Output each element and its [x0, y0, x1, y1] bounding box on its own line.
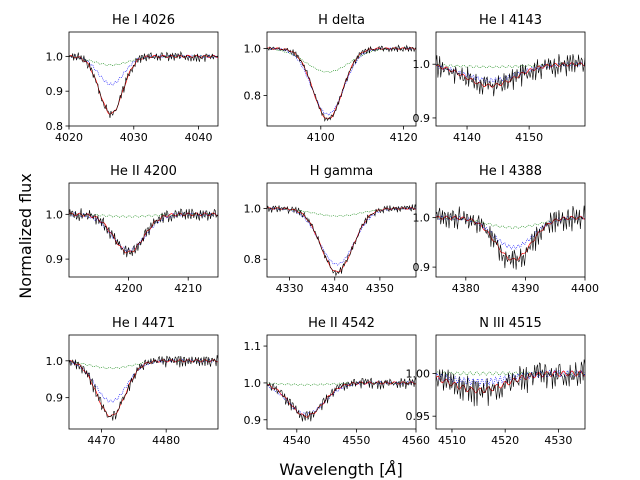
x-tick-label: 4350 — [366, 282, 394, 295]
x-axis-label: Wavelength [Å] — [279, 460, 402, 479]
model-red-line — [69, 54, 218, 115]
x-tick-label: 4400 — [571, 282, 599, 295]
y-tick-label: 1.0 — [413, 212, 431, 225]
x-tick-label: 4510 — [438, 434, 466, 447]
subplot-1: He I 4026 4020 4030 4040 0.8 0.9 1.0 — [46, 13, 219, 144]
x-tick-label: 4040 — [185, 131, 213, 144]
subplot-title: He I 4471 — [112, 316, 175, 331]
axes-frame — [435, 334, 586, 430]
x-tick-label: 4210 — [174, 282, 202, 295]
observed-spectrum-line — [436, 205, 585, 270]
axes-frame — [435, 31, 586, 127]
observed-spectrum-line — [436, 359, 585, 407]
model-green-line — [436, 371, 585, 376]
y-tick-label: 0.9 — [46, 253, 64, 266]
y-tick-label: 0.8 — [46, 120, 64, 133]
observed-spectrum-line — [436, 54, 585, 97]
observed-spectrum-line — [267, 204, 416, 277]
x-tick-label: 4530 — [544, 434, 572, 447]
x-tick-label: 4140 — [453, 131, 481, 144]
x-tick-label: 4560 — [402, 434, 430, 447]
subplot-3: He I 4143 4140 4150 0.9 1.0 — [413, 13, 586, 144]
subplot-title: He I 4388 — [479, 164, 542, 179]
axes-frame — [435, 182, 586, 278]
x-tick-label: 4390 — [511, 282, 539, 295]
y-tick-label: 0.8 — [244, 253, 262, 266]
subplot-2: H delta 4100 4120 0.8 1.0 — [244, 13, 418, 144]
subplot-title: H gamma — [310, 164, 373, 179]
y-tick-label: 1.0 — [46, 355, 64, 368]
y-tick-label: 1.0 — [244, 377, 262, 390]
model-green-line — [267, 207, 416, 217]
x-tick-label: 4100 — [307, 131, 335, 144]
x-tick-label: 4030 — [120, 131, 148, 144]
x-tick-label: 4550 — [342, 434, 370, 447]
y-tick-label: 1.0 — [46, 208, 64, 221]
y-tick-label: 1.0 — [244, 42, 262, 55]
y-tick-label: 0.9 — [46, 392, 64, 405]
y-tick-label: 0.9 — [413, 112, 431, 125]
model-blue-line — [436, 215, 585, 250]
observed-spectrum-line — [267, 377, 416, 422]
model-green-line — [267, 381, 416, 386]
x-tick-label: 4340 — [321, 282, 349, 295]
x-tick-label: 4200 — [115, 282, 143, 295]
axes-frame — [266, 182, 417, 278]
axes-frame — [266, 31, 417, 127]
model-red-line — [267, 207, 416, 273]
subplot-title: He II 4542 — [308, 316, 375, 331]
model-green-line — [267, 47, 416, 73]
x-tick-label: 4470 — [87, 434, 115, 447]
observed-spectrum-line — [69, 208, 218, 258]
subplot-5: H gamma 4330 4340 4350 0.8 1.0 — [244, 164, 417, 295]
y-tick-label: 1.0 — [244, 202, 262, 215]
y-tick-label: 0.9 — [244, 414, 262, 427]
subplot-title: He I 4026 — [112, 13, 175, 28]
y-tick-label: 0.8 — [244, 89, 262, 102]
subplot-4: He II 4200 4200 4210 0.9 1.0 — [46, 164, 219, 295]
observed-spectrum-line — [69, 355, 218, 421]
x-tick-label: 4150 — [515, 131, 543, 144]
observed-spectrum-line — [69, 50, 218, 119]
y-tick-label: 1.1 — [244, 340, 262, 353]
model-red-line — [436, 215, 585, 261]
x-tick-label: 4380 — [452, 282, 480, 295]
y-axis-label: Normalized flux — [16, 173, 35, 299]
y-tick-label: 0.9 — [46, 85, 64, 98]
y-tick-label: 1.0 — [413, 58, 431, 71]
y-tick-label: 1.0 — [46, 50, 64, 63]
subplot-title: N III 4515 — [479, 316, 542, 331]
model-red-line — [69, 212, 218, 254]
subplot-8: He II 4542 4540 4550 4560 0.9 1.0 1.1 — [244, 316, 431, 447]
y-tick-label: 0.95 — [406, 410, 431, 423]
model-green-line — [436, 63, 585, 69]
axes-frame — [68, 182, 219, 278]
subplot-6: He I 4388 4380 4390 4400 0.9 1.0 — [413, 164, 600, 295]
model-red-line — [436, 370, 585, 394]
model-blue-line — [267, 47, 416, 116]
observed-spectrum-line — [267, 44, 416, 122]
subplot-title: H delta — [318, 13, 365, 28]
axes-frame — [68, 31, 219, 127]
subplot-title: He II 4200 — [110, 164, 177, 179]
y-tick-label: 0.9 — [413, 261, 431, 274]
model-blue-line — [267, 206, 416, 266]
x-tick-label: 4480 — [152, 434, 180, 447]
x-tick-label: 4540 — [283, 434, 311, 447]
model-blue-line — [69, 211, 218, 252]
axes-frame — [68, 334, 219, 430]
x-tick-label: 4520 — [491, 434, 519, 447]
subplot-title: He I 4143 — [479, 13, 542, 28]
x-tick-label: 4020 — [55, 131, 83, 144]
axes-frame — [266, 334, 417, 430]
subplot-7: He I 4471 4470 4480 0.9 1.0 — [46, 316, 219, 447]
subplot-9: N III 4515 4510 4520 4530 0.95 1.00 — [406, 316, 586, 447]
x-tick-label: 4330 — [276, 282, 304, 295]
x-tick-label: 4120 — [390, 131, 418, 144]
model-green-line — [436, 216, 585, 229]
model-red-line — [267, 47, 416, 119]
y-tick-label: 1.00 — [406, 367, 431, 380]
